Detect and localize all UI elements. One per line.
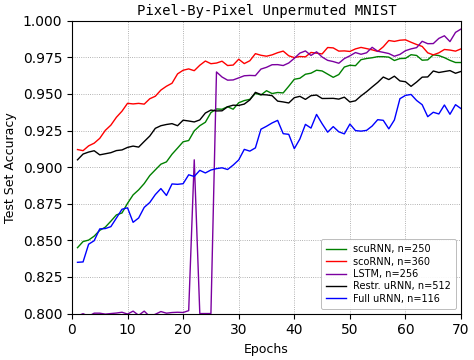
scuRNN, n=250 [402, 56, 408, 60]
scuRNN, n=250 [164, 160, 169, 164]
Full uRNN, n=116 [125, 206, 130, 210]
Restr. uRNN, n=512 [402, 80, 408, 84]
Line: scuRNN, n=250: scuRNN, n=250 [78, 55, 461, 248]
Full uRNN, n=116 [402, 93, 408, 98]
LSTM, n=256 [125, 312, 130, 316]
LSTM, n=256 [75, 314, 81, 318]
scoRNN, n=360 [80, 148, 86, 153]
LSTM, n=256 [197, 311, 203, 316]
scuRNN, n=250 [286, 84, 292, 89]
scoRNN, n=360 [292, 55, 297, 60]
Restr. uRNN, n=512 [191, 120, 197, 124]
LSTM, n=256 [169, 310, 175, 315]
LSTM, n=256 [408, 47, 414, 51]
scuRNN, n=250 [397, 57, 403, 61]
Restr. uRNN, n=512 [447, 68, 453, 73]
scoRNN, n=360 [414, 42, 419, 47]
scuRNN, n=250 [125, 201, 130, 206]
LSTM, n=256 [292, 56, 297, 60]
Full uRNN, n=116 [397, 96, 403, 101]
scoRNN, n=360 [75, 147, 81, 152]
Restr. uRNN, n=512 [458, 69, 464, 73]
Legend: scuRNN, n=250, scoRNN, n=360, LSTM, n=256, Restr. uRNN, n=512, Full uRNN, n=116: scuRNN, n=250, scoRNN, n=360, LSTM, n=25… [321, 239, 456, 309]
Full uRNN, n=116 [191, 174, 197, 179]
Line: Restr. uRNN, n=512: Restr. uRNN, n=512 [78, 71, 461, 160]
Full uRNN, n=116 [286, 132, 292, 136]
scoRNN, n=360 [241, 62, 247, 66]
Full uRNN, n=116 [164, 193, 169, 198]
Restr. uRNN, n=512 [397, 79, 403, 83]
Line: Full uRNN, n=116: Full uRNN, n=116 [78, 94, 461, 262]
scuRNN, n=250 [75, 246, 81, 250]
Full uRNN, n=116 [408, 92, 414, 96]
scuRNN, n=250 [408, 53, 414, 57]
Restr. uRNN, n=512 [75, 158, 81, 162]
scoRNN, n=360 [458, 47, 464, 51]
scoRNN, n=360 [130, 102, 136, 106]
Restr. uRNN, n=512 [286, 101, 292, 105]
Title: Pixel-By-Pixel Unpermuted MNIST: Pixel-By-Pixel Unpermuted MNIST [137, 4, 396, 18]
LSTM, n=256 [402, 49, 408, 53]
Restr. uRNN, n=512 [164, 122, 169, 127]
LSTM, n=256 [147, 314, 153, 319]
scoRNN, n=360 [169, 81, 175, 85]
Restr. uRNN, n=512 [125, 145, 130, 149]
scuRNN, n=250 [191, 129, 197, 133]
Line: scoRNN, n=360: scoRNN, n=360 [78, 40, 461, 150]
Full uRNN, n=116 [75, 260, 81, 265]
Y-axis label: Test Set Accuracy: Test Set Accuracy [4, 112, 17, 222]
X-axis label: Epochs: Epochs [244, 343, 289, 356]
scoRNN, n=360 [402, 38, 408, 42]
LSTM, n=256 [458, 27, 464, 31]
Line: LSTM, n=256: LSTM, n=256 [78, 29, 461, 316]
scoRNN, n=360 [197, 63, 203, 67]
Full uRNN, n=116 [458, 107, 464, 111]
scuRNN, n=250 [458, 60, 464, 65]
